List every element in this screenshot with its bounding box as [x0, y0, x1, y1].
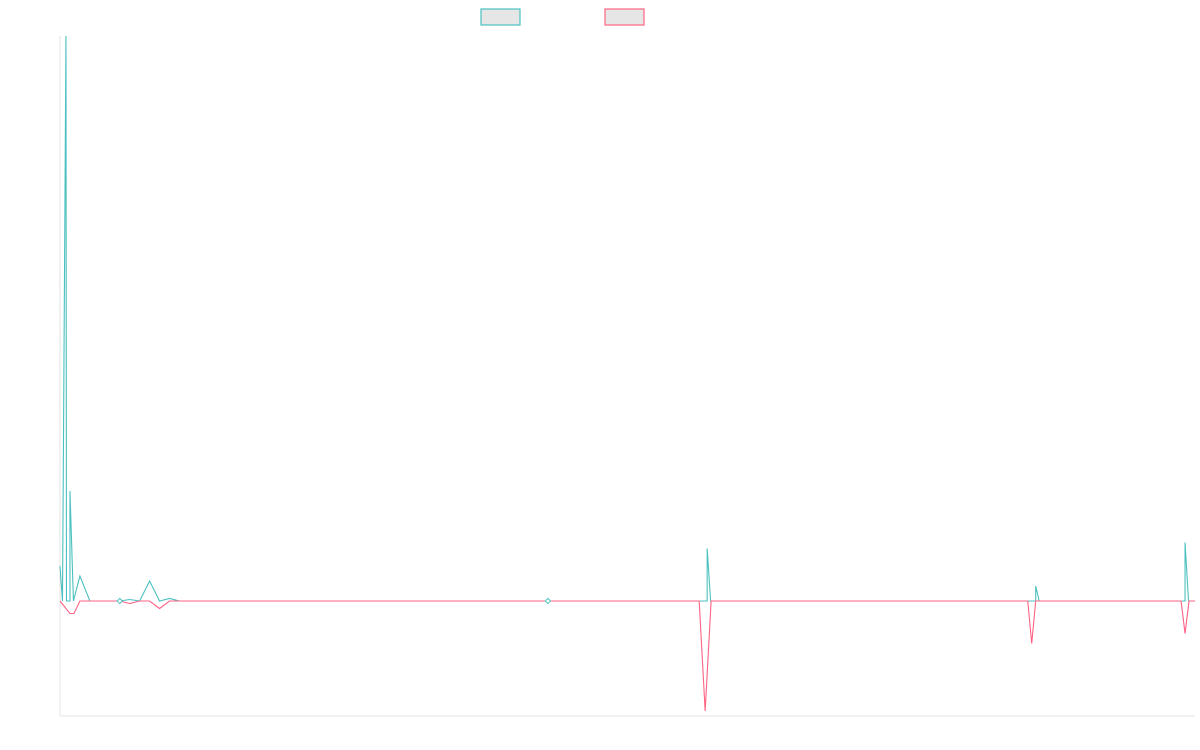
data-point-marker-2: [544, 597, 552, 605]
series-line-1: [59, 35, 1195, 602]
series-line-2: [59, 600, 1195, 712]
chart-markers: [116, 597, 552, 605]
chart-legend: [480, 8, 645, 26]
data-point-marker-1: [116, 597, 124, 605]
chart-series: [59, 35, 1195, 712]
chart-axes: [59, 36, 1195, 717]
legend-swatch-series-1: [480, 8, 521, 26]
legend-swatch-series-2: [604, 8, 645, 26]
